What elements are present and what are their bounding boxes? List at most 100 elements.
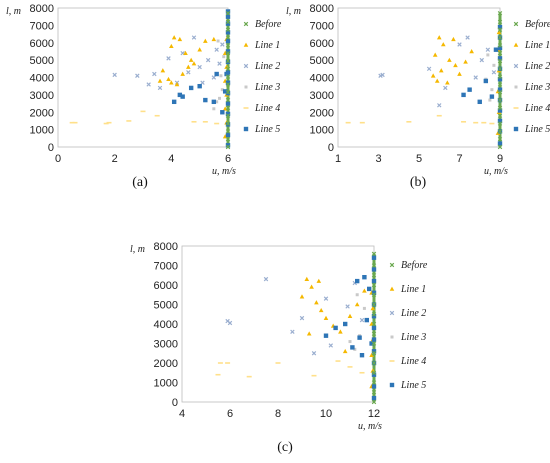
series-line-5 [323, 255, 377, 401]
point-line-1 [434, 78, 440, 83]
point-line-5 [371, 337, 377, 342]
point-line-2 [359, 317, 365, 323]
point-before [371, 360, 377, 366]
y-tick-label: 0 [48, 142, 54, 154]
point-line-3 [215, 100, 219, 104]
point-line-5 [225, 90, 231, 96]
point-before [371, 331, 377, 336]
point-line-1 [186, 64, 191, 69]
legend-marker-line-1 [389, 286, 395, 291]
y-tick-label: 6000 [310, 38, 334, 50]
point-line-5 [171, 99, 177, 105]
y-tick-label: 7000 [154, 261, 178, 273]
x-tick-label: 0 [55, 153, 61, 165]
y-tick-label: 1000 [310, 125, 334, 137]
panel-caption: (c) [277, 440, 293, 455]
panel-caption: (b) [410, 175, 427, 190]
x-tick-label: 5 [416, 153, 422, 165]
point-line-5 [371, 267, 377, 272]
point-before [497, 82, 503, 87]
point-line-5 [220, 110, 225, 115]
y-tick-label: 7000 [30, 20, 54, 32]
point-before [497, 27, 503, 32]
point-line-5 [477, 99, 482, 105]
point-line-1 [169, 43, 174, 49]
point-line-1 [438, 68, 444, 73]
point-line-1 [157, 78, 163, 83]
point-line-5 [497, 87, 503, 92]
y-axis-label: l, m [286, 6, 301, 17]
point-before [497, 113, 503, 118]
point-before [497, 97, 503, 103]
point-line-2 [157, 85, 163, 91]
point-line-2 [491, 70, 497, 75]
point-line-5 [371, 278, 377, 284]
point-line-5 [497, 56, 503, 61]
point-line-2 [146, 82, 151, 87]
point-line-1 [304, 276, 310, 281]
point-line-5 [177, 92, 183, 98]
series-line-1 [430, 29, 502, 135]
point-line-5 [225, 30, 231, 35]
y-tick-label: 5000 [30, 55, 54, 67]
x-tick-label: 9 [497, 153, 503, 165]
x-axis-label: u, m/s [484, 166, 508, 177]
point-line-1 [445, 80, 450, 85]
point-line-5 [225, 132, 231, 138]
point-before [497, 35, 503, 40]
y-tick-label: 6000 [154, 280, 178, 292]
legend-label: Line 3 [524, 82, 550, 93]
point-line-5 [203, 97, 208, 103]
series-line-4 [69, 110, 220, 125]
point-line-5 [359, 353, 365, 358]
point-before [371, 390, 377, 395]
y-tick-label: 0 [172, 397, 178, 409]
point-line-5 [497, 45, 503, 51]
point-line-5 [214, 71, 219, 77]
point-line-2 [197, 64, 202, 70]
y-axis-label: l, m [6, 6, 21, 17]
point-line-2 [473, 75, 478, 80]
point-line-3 [219, 74, 223, 78]
point-before [497, 121, 503, 126]
point-line-5 [323, 333, 329, 338]
point-line-1 [362, 288, 367, 293]
point-line-2 [380, 72, 385, 78]
point-line-1 [441, 42, 446, 47]
legend: Before Line 1 Line 2 Line 3 Line 4 Line 5 [513, 19, 550, 135]
point-line-2 [211, 75, 217, 80]
point-before [225, 19, 231, 25]
series-line-4 [345, 114, 495, 125]
series-line-3 [484, 53, 496, 102]
series-layer [215, 251, 377, 405]
series-line-2 [112, 35, 225, 91]
point-line-5 [225, 80, 231, 85]
point-line-5 [222, 89, 228, 94]
series-line-1 [299, 276, 376, 389]
series-line-3 [212, 39, 226, 111]
point-line-2 [485, 47, 491, 52]
series-line-2 [225, 276, 365, 356]
point-before [497, 58, 503, 64]
point-line-1 [463, 59, 468, 64]
point-line-5 [461, 92, 466, 98]
legend-marker-before [513, 21, 519, 27]
point-line-2 [290, 329, 295, 335]
y-tick-label: 2000 [310, 107, 334, 119]
point-before [371, 321, 377, 327]
y-tick-label: 3000 [154, 339, 178, 351]
point-line-5 [364, 317, 369, 323]
legend-label: Line 3 [400, 332, 426, 343]
point-before [497, 10, 503, 16]
point-line-5 [333, 325, 338, 331]
point-line-5 [371, 372, 377, 377]
point-line-2 [345, 304, 350, 309]
legend-label: Line 4 [400, 356, 426, 367]
point-line-2 [217, 61, 222, 66]
point-line-5 [225, 9, 231, 14]
x-axis-label: u, m/s [358, 421, 382, 432]
x-tick-label: 3 [375, 153, 381, 165]
point-line-5 [225, 14, 231, 19]
point-line-5 [367, 286, 372, 292]
point-line-1 [436, 35, 442, 40]
